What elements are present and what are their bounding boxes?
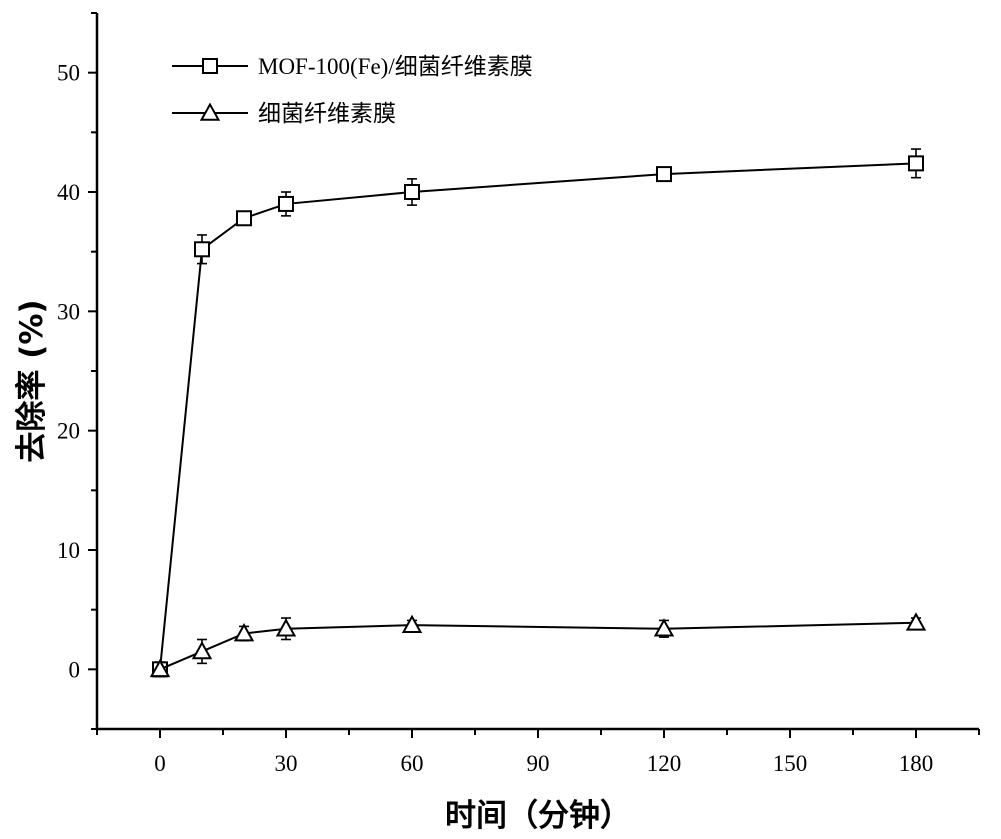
series (149, 148, 927, 678)
data-point (149, 658, 171, 678)
data-point (401, 614, 423, 633)
y-axis-title: 去除率 (%) (14, 299, 50, 462)
legend-marker (199, 102, 221, 121)
legend-item-1: MOF-100(Fe)/细菌纤维素膜 (172, 54, 533, 79)
data-point (908, 155, 924, 172)
legend-label: MOF-100(Fe)/细菌纤维素膜 (258, 54, 533, 79)
y-tick-label: 40 (57, 180, 80, 205)
series-line (159, 621, 917, 671)
legend-item-2: 细菌纤维素膜 (172, 101, 396, 126)
x-axis-title: 时间（分钟） (445, 798, 631, 834)
series-2 (149, 612, 927, 678)
series-1 (152, 148, 924, 678)
data-point (905, 612, 927, 631)
data-point (656, 166, 672, 183)
x-tick-label: 180 (899, 751, 934, 776)
data-point (191, 640, 213, 660)
data-point (236, 210, 252, 227)
data-point (404, 184, 420, 200)
data-point (233, 622, 255, 642)
ticks: 0 10 20 30 40 50 0 30 60 90 120 150 180 (57, 12, 980, 776)
x-tick-label: 90 (527, 751, 550, 776)
data-point (278, 195, 294, 212)
y-tick-label: 30 (57, 299, 80, 324)
x-tick-label: 60 (401, 751, 424, 776)
y-tick-label: 50 (57, 61, 80, 86)
data-point (653, 618, 675, 637)
legend-marker (202, 58, 218, 74)
data-point (275, 618, 297, 637)
axes (95, 13, 979, 731)
series-line (159, 162, 917, 670)
y-tick-label: 10 (57, 538, 80, 563)
y-tick-label: 0 (69, 657, 81, 682)
data-point (194, 241, 210, 258)
x-tick-label: 30 (275, 751, 298, 776)
x-tick-label: 0 (154, 751, 166, 776)
y-tick-label: 20 (57, 419, 80, 444)
legend-label: 细菌纤维素膜 (258, 101, 396, 126)
x-tick-label: 150 (773, 751, 808, 776)
x-tick-label: 120 (647, 751, 682, 776)
